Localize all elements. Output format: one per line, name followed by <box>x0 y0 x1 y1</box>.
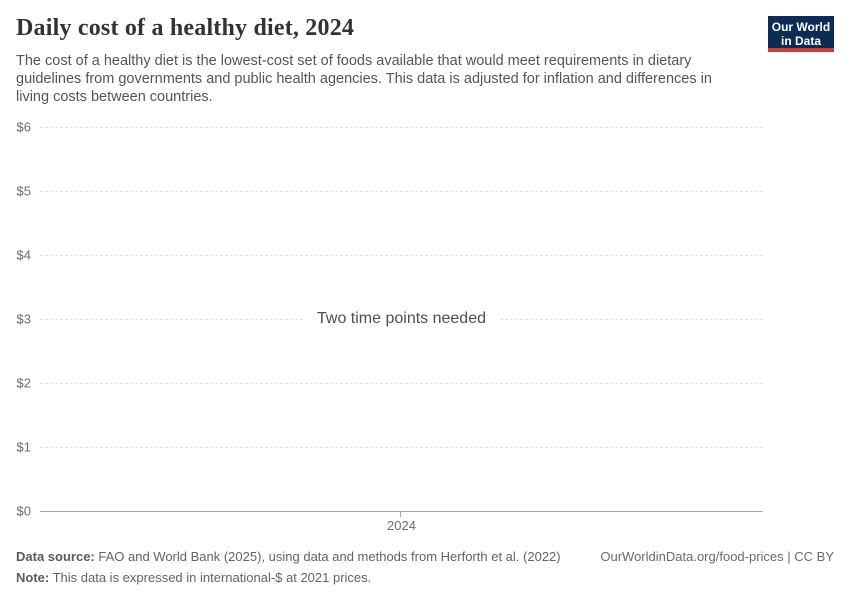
x-axis-tick-mark <box>400 512 401 517</box>
x-axis-tick-label: 2024 <box>387 518 416 533</box>
empty-state-message: Two time points needed <box>40 310 763 328</box>
owid-logo-line2: in Data <box>780 34 821 48</box>
owid-logo-line1: Our World <box>771 20 831 34</box>
note-text: This data is expressed in international-… <box>49 570 372 585</box>
gridline-2 <box>40 383 763 384</box>
y-axis-tick-label: $3 <box>16 311 31 327</box>
x-axis-line <box>40 511 763 512</box>
gridline-4 <box>40 255 763 256</box>
y-axis-tick-label: $2 <box>16 375 31 391</box>
chart-footer: Data source: FAO and World Bank (2025), … <box>16 548 834 587</box>
y-axis-tick-label: $6 <box>16 119 31 135</box>
empty-state-message-text: Two time points needed <box>303 310 500 328</box>
data-source-line: Data source: FAO and World Bank (2025), … <box>16 548 561 566</box>
y-axis-tick-label: $0 <box>16 503 31 519</box>
data-source-text: FAO and World Bank (2025), using data an… <box>94 549 561 564</box>
note-line: Note: This data is expressed in internat… <box>16 570 371 585</box>
credit-link[interactable]: OurWorldinData.org/food-prices | CC BY <box>600 549 834 564</box>
data-source-label: Data source: <box>16 549 95 564</box>
owid-logo[interactable]: Our World in Data <box>768 16 834 52</box>
chart-subtitle: The cost of a healthy diet is the lowest… <box>16 53 712 105</box>
gridline-6 <box>40 127 763 128</box>
gridline-1 <box>40 447 763 448</box>
page-title: Daily cost of a healthy diet, 2024 <box>16 15 355 41</box>
y-axis-tick-label: $1 <box>16 439 31 455</box>
gridline-5 <box>40 191 763 192</box>
y-axis-tick-label: $4 <box>16 247 31 263</box>
note-label: Note: <box>16 570 50 585</box>
y-axis-tick-label: $5 <box>16 183 31 199</box>
